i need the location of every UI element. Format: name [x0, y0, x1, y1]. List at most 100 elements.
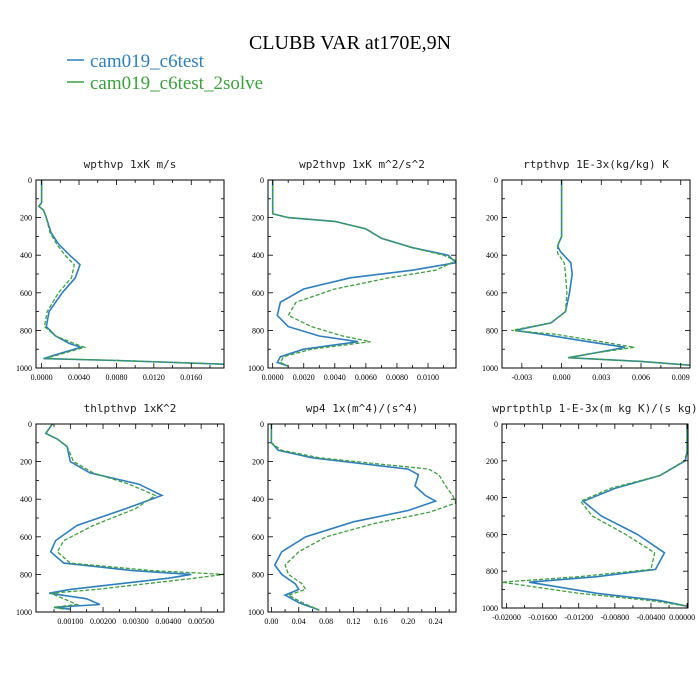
x-tick-label: 0.20 — [401, 617, 415, 626]
y-tick-label: 200 — [252, 214, 264, 223]
y-tick-label: 400 — [20, 495, 32, 504]
series-line-cam019-c6test — [37, 180, 224, 365]
legend-label-cam019-c6test: cam019_c6test — [90, 51, 205, 72]
y-tick-label: 800 — [486, 326, 498, 335]
plot-frame — [267, 179, 457, 369]
x-tick-label: 0.00000 — [669, 613, 695, 622]
y-tick-label: 800 — [252, 326, 264, 335]
y-tick-label: 0 — [28, 420, 32, 429]
x-tick-label: 0.0160 — [180, 373, 202, 382]
x-tick-label: 0.0000 — [31, 373, 53, 382]
x-tick-label: 0.006 — [632, 373, 650, 382]
legend-label-cam019-c6test-2solve: cam019_c6test_2solve — [90, 73, 263, 94]
legend: cam019_c6test cam019_c6test_2solve — [67, 51, 263, 94]
y-tick-label: 600 — [252, 533, 264, 542]
y-tick-label: 400 — [486, 494, 498, 503]
x-tick-label: 0.16 — [374, 617, 388, 626]
y-tick-label: 800 — [252, 570, 264, 579]
x-tick-label: 0.0060 — [355, 373, 377, 382]
y-tick-label: 800 — [20, 326, 32, 335]
y-tick-label: 600 — [486, 289, 498, 298]
x-tick-label: 0.08 — [319, 617, 333, 626]
x-tick-label: 0.12 — [346, 617, 360, 626]
x-tick-label: 0.0040 — [68, 373, 90, 382]
y-tick-label: 400 — [252, 251, 264, 260]
x-tick-label: 0.0000 — [262, 373, 284, 382]
panel-2: wp2thvp 1xK m^2/s^2020040060080010000.00… — [248, 158, 457, 382]
panel-title: rtpthvp 1E-3x(kg/kg) K — [523, 158, 669, 171]
series-line-cam019-c6test — [271, 180, 456, 367]
y-tick-label: 1000 — [248, 364, 264, 373]
x-tick-label: 0.00 — [264, 617, 278, 626]
panel-4: thlpthvp 1xK^2 0 200 400 600 800 1000 0.00100 0.… — [16, 402, 225, 626]
panel-title: wp4 1x(m^4)/(s^4) — [306, 402, 419, 415]
y-tick-label: 400 — [486, 251, 498, 260]
x-tick-label: 0.0120 — [143, 373, 165, 382]
x-tick-label: -0.00800 — [601, 613, 630, 622]
x-tick-label: 0.0080 — [105, 373, 127, 382]
x-tick-label: 0.00400 — [155, 617, 181, 626]
panel-title: wpthvp 1xK m/s — [84, 158, 177, 171]
y-tick-label: 200 — [486, 457, 498, 466]
x-tick-label: 0.04 — [292, 617, 306, 626]
y-tick-label: 200 — [486, 214, 498, 223]
series-line-cam019-c6test — [44, 424, 192, 610]
x-tick-label: -0.00400 — [637, 613, 666, 622]
x-tick-label: 0.00500 — [188, 617, 214, 626]
series-line-cam019-c6test-2solve — [502, 424, 688, 607]
series-line-cam019-c6test-2solve — [37, 180, 224, 365]
plot-frame — [35, 423, 225, 613]
y-tick-label: 600 — [20, 289, 32, 298]
x-tick-label: 0.003 — [592, 373, 610, 382]
series-line-cam019-c6test-2solve — [270, 424, 456, 611]
legend-entry-cam019-c6test-2solve: cam019_c6test_2solve — [67, 73, 263, 94]
series-line-cam019-c6test — [528, 424, 688, 607]
y-tick-label: 1000 — [16, 608, 32, 617]
y-tick-label: 1000 — [482, 364, 498, 373]
x-tick-label: -0.01600 — [528, 613, 557, 622]
x-tick-label: 0.000 — [553, 373, 571, 382]
panel-title: thlpthvp 1xK^2 — [84, 402, 177, 415]
panel-3: rtpthvp 1E-3x(kg/kg) K 0 200 400 600 800 1000 -… — [482, 158, 691, 382]
plot-frame — [501, 179, 691, 369]
y-tick-label: 200 — [252, 458, 264, 467]
x-tick-label: 0.0080 — [386, 373, 408, 382]
legend-entry-cam019-c6test: cam019_c6test — [67, 51, 205, 72]
x-tick-label: 0.00200 — [90, 617, 116, 626]
x-tick-label: 0.0040 — [324, 373, 346, 382]
x-tick-label: 0.00100 — [57, 617, 83, 626]
y-tick-label: 600 — [486, 530, 498, 539]
series-line-cam019-c6test — [270, 424, 438, 611]
y-tick-label: 400 — [20, 251, 32, 260]
y-tick-label: 0 — [260, 176, 264, 185]
figure-title: CLUBB VAR at170E,9N — [249, 32, 451, 54]
x-tick-label: 0.0100 — [417, 373, 439, 382]
series-line-cam019-c6test-2solve — [272, 180, 456, 367]
x-tick-label: 0.009 — [672, 373, 690, 382]
panel-title: wp2thvp 1xK m^2/s^2 — [299, 158, 425, 171]
series-line-cam019-c6test — [515, 180, 690, 366]
y-tick-label: 600 — [20, 533, 32, 542]
y-tick-label: 600 — [252, 289, 264, 298]
series-line-cam019-c6test-2solve — [44, 424, 224, 610]
y-tick-label: 400 — [252, 495, 264, 504]
y-tick-label: 0 — [28, 176, 32, 185]
x-tick-label: -0.02000 — [492, 613, 521, 622]
y-tick-label: 200 — [20, 458, 32, 467]
y-tick-label: 1000 — [248, 608, 264, 617]
y-tick-label: 1000 — [16, 364, 32, 373]
x-tick-label: -0.003 — [512, 373, 533, 382]
y-tick-label: 0 — [260, 420, 264, 429]
y-tick-label: 0 — [494, 176, 498, 185]
x-tick-label: 0.24 — [428, 617, 442, 626]
y-tick-label: 0 — [494, 420, 498, 429]
x-tick-label: 0.0020 — [293, 373, 315, 382]
x-tick-label: 0.00300 — [123, 617, 149, 626]
y-tick-label: 1000 — [482, 604, 498, 613]
y-tick-label: 800 — [20, 570, 32, 579]
panel-title: wprtpthlp 1-E-3x(m kg K)/(s kg) — [492, 402, 697, 415]
panel-6: wprtpthlp 1-E-3x(m kg K)/(s kg) 0 200 400 60… — [482, 402, 698, 622]
y-tick-label: 200 — [20, 214, 32, 223]
